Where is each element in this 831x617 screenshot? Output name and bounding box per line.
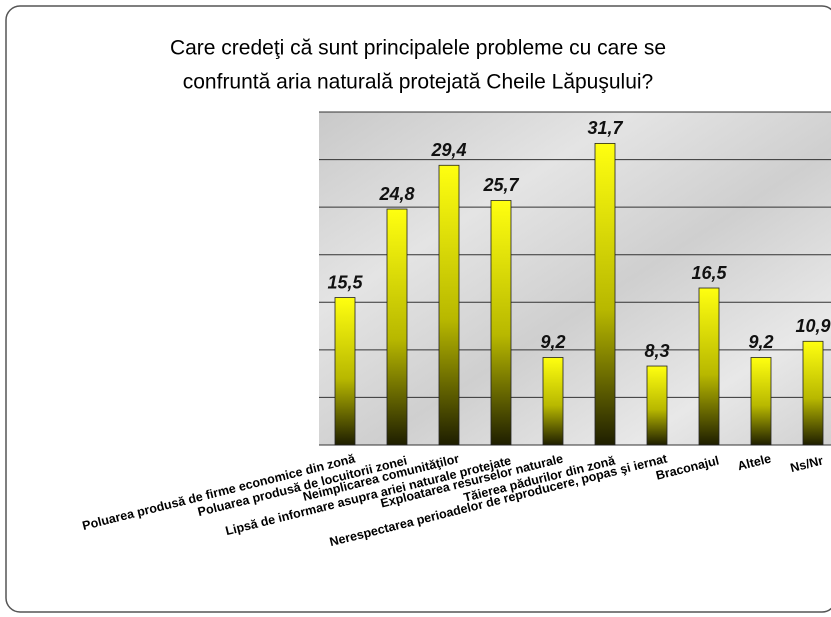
data-label: 31,7 bbox=[587, 118, 623, 138]
data-label: 9,2 bbox=[540, 332, 565, 352]
data-label: 9,2 bbox=[748, 332, 773, 352]
bar bbox=[750, 357, 772, 446]
bar bbox=[646, 365, 668, 446]
bar bbox=[386, 208, 408, 446]
data-label: 16,5 bbox=[691, 263, 727, 283]
bar bbox=[490, 200, 512, 446]
chart-title: confruntă aria naturală protejată Cheile… bbox=[183, 71, 653, 94]
bar bbox=[698, 287, 720, 446]
bar bbox=[802, 340, 824, 446]
data-label: 8,3 bbox=[644, 341, 669, 361]
bar bbox=[594, 142, 616, 446]
bar bbox=[542, 357, 564, 446]
data-label: 24,8 bbox=[378, 184, 414, 204]
bar bbox=[438, 164, 460, 446]
data-label: 25,7 bbox=[482, 175, 519, 195]
data-label: 29,4 bbox=[430, 140, 466, 160]
data-label: 10,9 bbox=[795, 316, 830, 336]
data-label: 15,5 bbox=[327, 272, 363, 292]
bar bbox=[334, 297, 356, 446]
chart-title: Care credeţi că sunt principalele proble… bbox=[170, 37, 666, 60]
